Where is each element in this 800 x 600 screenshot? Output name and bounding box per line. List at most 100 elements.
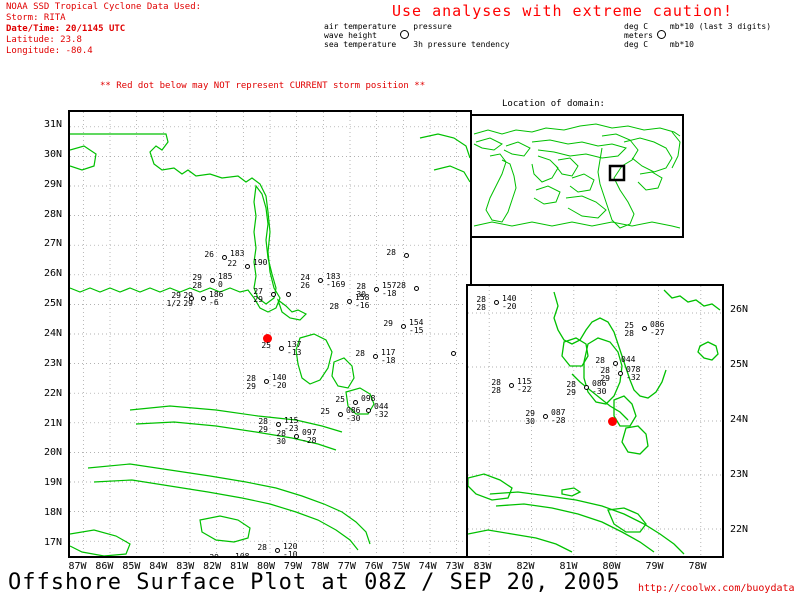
station-circle-icon bbox=[264, 379, 269, 384]
station-pressure-tendency: -30 bbox=[592, 387, 607, 396]
station-pressure-tendency: -13 bbox=[287, 348, 302, 357]
station-pressure-tendency: -18 bbox=[382, 289, 397, 298]
inset-map-coastlines bbox=[468, 289, 721, 555]
station-air-temperature: 29 bbox=[171, 291, 181, 300]
station-air-temperature: 28 bbox=[276, 429, 286, 438]
station-circle-icon bbox=[618, 371, 623, 376]
units-wave-height: meters bbox=[624, 31, 653, 40]
station-circle-icon bbox=[271, 292, 276, 297]
station-air-temperature: 28 bbox=[257, 543, 267, 552]
station-pressure: 183 bbox=[230, 249, 245, 258]
storm-datetime-label: Date/Time: 20/1145 UTC bbox=[6, 24, 126, 34]
station-circle-icon bbox=[374, 287, 379, 292]
station-model-legend: air temperature pressure wave height sea… bbox=[322, 22, 512, 49]
inset-map-x-tick: 80W bbox=[602, 561, 621, 572]
noaa-header-block: NOAA SSD Tropical Cyclone Data Used: Sto… bbox=[6, 2, 201, 57]
station-pressure: 044 bbox=[621, 355, 636, 364]
station-sea-temperature: 29 bbox=[253, 295, 263, 304]
station-pressure-tendency: -20 bbox=[272, 381, 287, 390]
inset-map-y-tick: 22N bbox=[730, 523, 749, 535]
legend-wave-height-label: wave height bbox=[324, 31, 377, 40]
station-circle-icon bbox=[276, 422, 281, 427]
main-map-canvas bbox=[70, 112, 470, 556]
domain-location-map bbox=[470, 114, 684, 238]
station-circle-icon bbox=[366, 408, 371, 413]
station-pressure: 108 bbox=[235, 552, 250, 558]
main-map-x-tick: 82W bbox=[203, 561, 222, 572]
main-map-y-tick: 29N bbox=[43, 178, 62, 190]
main-map-y-tick: 20N bbox=[43, 447, 62, 459]
station-sea-temperature: 29 bbox=[600, 374, 610, 383]
main-map-y-tick: 21N bbox=[43, 417, 62, 429]
station-air-temperature: 28 bbox=[600, 366, 610, 375]
station-air-temperature: 29 bbox=[209, 553, 219, 558]
legend-blank-mid bbox=[411, 31, 511, 40]
station-pressure: 120 bbox=[283, 542, 298, 551]
station-pressure: 158 bbox=[355, 293, 370, 302]
inset-map-y-tick: 25N bbox=[730, 359, 749, 371]
station-circle-icon bbox=[400, 30, 410, 39]
main-map-x-tick: 77W bbox=[337, 561, 356, 572]
station-circle-icon bbox=[189, 296, 194, 301]
station-air-temperature: 28 bbox=[566, 380, 576, 389]
main-map-y-tick: 25N bbox=[43, 298, 62, 310]
main-map-x-tick: 76W bbox=[364, 561, 383, 572]
station-circle-icon bbox=[201, 296, 206, 301]
storm-position-marker-inset bbox=[608, 417, 617, 426]
station-circle-icon bbox=[642, 326, 647, 331]
main-map-y-tick: 19N bbox=[43, 477, 62, 489]
inset-map-gridlines bbox=[468, 286, 722, 556]
station-circle-icon bbox=[222, 255, 227, 260]
units-pressure: mb*10 (last 3 digits) bbox=[669, 22, 772, 31]
main-map-x-tick: 75W bbox=[391, 561, 410, 572]
station-pressure: 086 bbox=[592, 379, 607, 388]
station-pressure: 115 bbox=[517, 377, 532, 386]
station-pressure-tendency: -10 bbox=[283, 550, 298, 558]
station-circle-icon bbox=[373, 354, 378, 359]
units-air-temperature: deg C bbox=[624, 22, 649, 31]
station-pressure-tendency: -28 bbox=[551, 416, 566, 425]
station-pressure: 185 bbox=[218, 272, 233, 281]
station-air-temperature: 28 bbox=[396, 281, 406, 290]
station-sea-temperature: 28 bbox=[476, 303, 486, 312]
station-pressure: 078 bbox=[626, 365, 641, 374]
main-map-x-tick: 83W bbox=[176, 561, 195, 572]
station-circle-icon bbox=[275, 548, 280, 553]
world-coastlines bbox=[473, 123, 681, 229]
station-air-temperature: 25 bbox=[261, 341, 271, 350]
inset-zoom-map[interactable]: 28 28 140 -20 25 28 086 -27 28 044 28 29 078 -32 28 28 1… bbox=[466, 284, 724, 558]
main-map-x-tick: 86W bbox=[95, 561, 114, 572]
station-circle-icon bbox=[404, 253, 409, 258]
station-air-temperature: 29 bbox=[383, 319, 393, 328]
station-sea-temperature: 30 bbox=[356, 290, 366, 299]
station-pressure: 086 bbox=[650, 320, 665, 329]
station-air-temperature: 28 bbox=[258, 417, 268, 426]
station-pressure: 154 bbox=[409, 318, 424, 327]
station-circle-units-icon bbox=[656, 30, 666, 39]
station-pressure-tendency: -32 bbox=[374, 410, 389, 419]
station-pressure: 115 bbox=[284, 416, 299, 425]
inset-map-y-tick: 26N bbox=[730, 304, 749, 316]
station-air-temperature: 27 bbox=[253, 287, 263, 296]
station-pressure-tendency: -28 bbox=[302, 436, 317, 445]
main-map-y-tick: 31N bbox=[43, 118, 62, 130]
station-pressure: 190 bbox=[253, 258, 268, 267]
inset-map-canvas bbox=[468, 286, 722, 556]
main-map-y-tick: 22N bbox=[43, 387, 62, 399]
main-surface-plot-map[interactable]: 26 183 22 190 29 28 185 0 29 29 186 -6 29 1/2 27 29 24 26… bbox=[68, 110, 472, 558]
station-air-temperature: 28 bbox=[476, 295, 486, 304]
legend-air-temperature-label: air temperature bbox=[324, 22, 397, 31]
station-air-temperature: 28 bbox=[355, 349, 365, 358]
main-map-x-tick: 87W bbox=[68, 561, 87, 572]
inset-map-y-tick: 23N bbox=[730, 468, 749, 480]
caution-banner: Use analyses with extreme caution! bbox=[392, 2, 734, 20]
inset-map-x-tick: 82W bbox=[516, 561, 535, 572]
station-air-temperature: 29 bbox=[192, 273, 202, 282]
station-pressure-tendency: -27 bbox=[650, 328, 665, 337]
world-map-canvas bbox=[473, 123, 681, 229]
legend-pressure-tendency-label: 3h pressure tendency bbox=[413, 40, 510, 49]
main-map-x-tick: 85W bbox=[122, 561, 141, 572]
domain-bounding-box bbox=[608, 164, 626, 182]
source-url: http://coolwx.com/buoydata bbox=[638, 583, 795, 594]
station-pressure-tendency: -15 bbox=[409, 326, 424, 335]
